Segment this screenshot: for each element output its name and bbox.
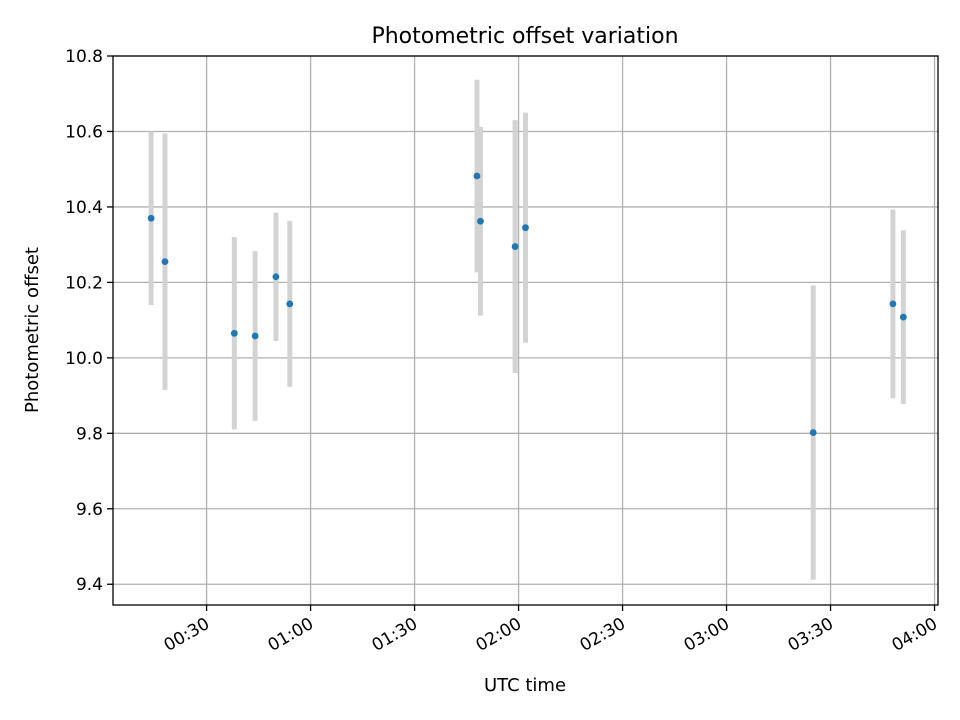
data-point	[286, 300, 294, 308]
data-point	[251, 332, 259, 340]
data-point	[161, 258, 169, 266]
data-point	[511, 243, 519, 250]
y-tick-label: 10.0	[65, 349, 103, 369]
x-axis-label: UTC time	[484, 675, 566, 696]
y-axis-label: Photometric offset	[22, 247, 43, 413]
data-point	[147, 214, 155, 222]
y-tick-label: 10.8	[65, 47, 103, 67]
y-tick-label: 9.6	[76, 500, 103, 520]
data-point	[889, 300, 897, 308]
y-tick-label: 9.4	[76, 575, 103, 595]
y-tick-label: 10.4	[65, 198, 103, 218]
y-tick-label: 10.2	[65, 273, 103, 293]
y-axis-ticks: 9.4 9.6 9.8 10.0 10.2 10.4 10.6 10.8	[65, 47, 113, 595]
data-point	[477, 217, 484, 225]
y-tick-label: 9.8	[76, 424, 103, 444]
data-points	[147, 172, 907, 436]
data-point	[272, 273, 280, 281]
data-point	[899, 313, 907, 321]
data-point	[522, 224, 529, 232]
data-point	[809, 429, 817, 436]
y-tick-label: 10.6	[65, 122, 103, 142]
data-point	[473, 172, 481, 180]
data-point	[230, 329, 238, 337]
plot-frame	[112, 55, 939, 606]
chart-title: Photometric offset variation	[371, 24, 678, 49]
